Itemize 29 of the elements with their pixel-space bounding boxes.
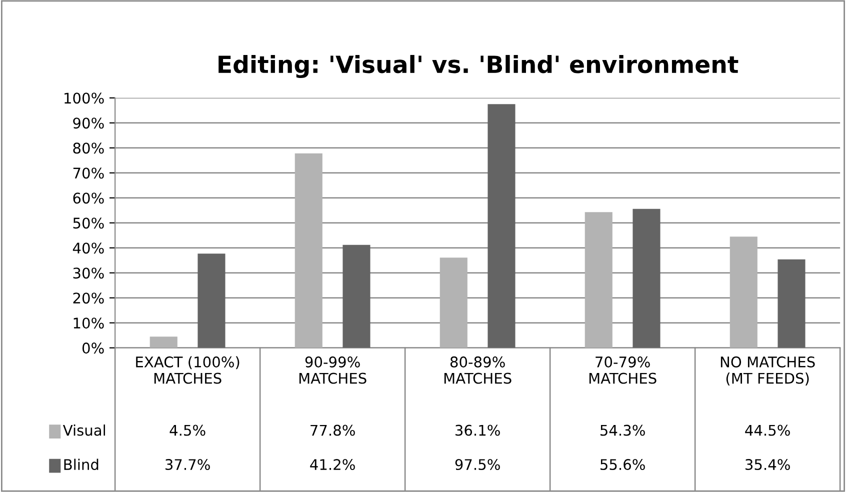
x-tick-label: 80-89% MATCHES: [444, 356, 512, 384]
y-tick-label: 60%: [73, 192, 104, 204]
y-tick-label: 50%: [73, 218, 104, 229]
legend-label: Blind: [64, 458, 98, 470]
y-tick-label: 30%: [73, 268, 104, 279]
y-tick-label: 90%: [73, 118, 104, 129]
data-label: 55.6%: [600, 459, 645, 470]
data-label: 36.1%: [456, 424, 500, 436]
data-label: 4.5%: [170, 424, 206, 436]
y-tick-label: 20%: [73, 292, 104, 304]
y-tick-label: 0%: [82, 342, 104, 354]
x-tick-label: EXACT (100%) MATCHES: [136, 356, 240, 384]
y-tick-label: 80%: [73, 142, 104, 154]
legend-label: Visual: [62, 424, 106, 436]
y-tick-label: 40%: [72, 242, 104, 254]
data-label: 97.5%: [455, 459, 500, 470]
data-label: 44.5%: [745, 424, 790, 436]
data-label: 54.3%: [600, 424, 645, 436]
chart-title: Editing: 'Visual' vs. 'Blind' environment: [218, 54, 738, 78]
data-label: 35.4%: [746, 459, 790, 470]
data-label: 37.7%: [166, 459, 210, 470]
x-tick-label: 70-79% MATCHES: [589, 356, 656, 384]
x-tick-label: NO MATCHES (MT FEEDS): [720, 356, 815, 386]
y-tick-label: 70%: [73, 168, 104, 179]
data-label: 77.8%: [310, 424, 355, 436]
y-tick-label: 10%: [74, 318, 104, 329]
data-label: 41.2%: [310, 459, 355, 470]
x-tick-label: 90-99% MATCHES: [299, 356, 366, 384]
y-tick-label: 100%: [64, 92, 104, 104]
